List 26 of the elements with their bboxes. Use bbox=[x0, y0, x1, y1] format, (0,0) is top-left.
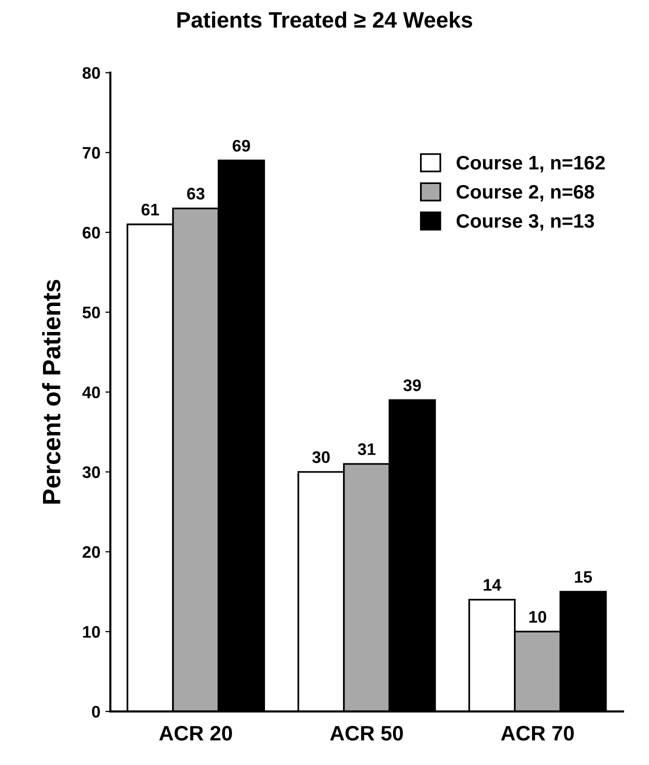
y-tick-label: 70 bbox=[82, 146, 100, 159]
y-tick-label: 40 bbox=[82, 386, 100, 398]
data-label: 39 bbox=[403, 379, 421, 392]
legend-label: Course 2, n=68 bbox=[456, 184, 594, 202]
data-label: 10 bbox=[529, 610, 546, 623]
y-tick-label: 30 bbox=[82, 466, 100, 478]
data-label: 63 bbox=[187, 188, 204, 200]
legend-label: Course 3, n=13 bbox=[456, 214, 594, 231]
x-tick-label: ACR 20 bbox=[159, 726, 232, 741]
y-tick-label: 10 bbox=[83, 626, 100, 638]
data-label: 69 bbox=[232, 140, 250, 152]
y-axis-title: Percent of Patients bbox=[42, 280, 60, 504]
data-label: 30 bbox=[312, 451, 330, 464]
data-label: 15 bbox=[574, 571, 592, 583]
data-label: 61 bbox=[142, 204, 160, 216]
y-tick-label: 20 bbox=[82, 546, 100, 558]
data-label: 14 bbox=[484, 579, 502, 591]
legend-label: Course 1, n=162 bbox=[456, 156, 605, 172]
data-label: 31 bbox=[358, 443, 376, 456]
y-tick-label: 0 bbox=[92, 706, 100, 718]
chart-title: Patients Treated ≥ 24 Weeks bbox=[177, 11, 472, 28]
y-tick-label: 80 bbox=[82, 67, 100, 79]
x-tick-label: ACR 50 bbox=[330, 726, 403, 741]
y-tick-label: 50 bbox=[82, 306, 100, 318]
y-tick-label: 60 bbox=[82, 226, 100, 239]
x-tick-label: ACR 70 bbox=[501, 726, 574, 741]
